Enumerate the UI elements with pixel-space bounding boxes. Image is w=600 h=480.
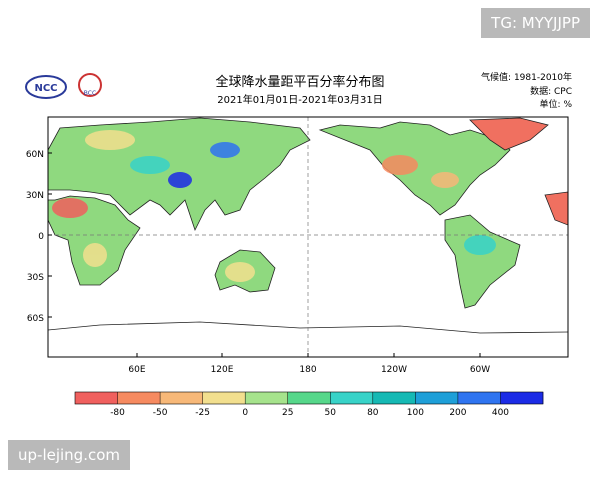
logo-ncc: NCC bbox=[25, 75, 67, 99]
colorbar-label: 100 bbox=[407, 408, 424, 418]
info: 气候值: 1981-2010年 bbox=[481, 71, 572, 83]
colorbar-label: -50 bbox=[153, 408, 168, 418]
info: 单位: % bbox=[540, 98, 573, 110]
watermark: up-lejing.com bbox=[8, 440, 131, 470]
logo-text: NCC bbox=[34, 83, 57, 94]
colorbar-segment bbox=[75, 392, 118, 404]
colorbar-label: 0 bbox=[242, 408, 248, 418]
colorbar-label: 80 bbox=[367, 408, 379, 418]
logo-bcc: BCC bbox=[78, 73, 102, 97]
colorbar-label: -25 bbox=[195, 408, 210, 418]
lat-label: 0 bbox=[38, 232, 44, 242]
watermark: TG: MYYJJPP bbox=[481, 8, 590, 38]
axes: 60N 30N 0 30S 60S 60E 120E 180 120W 60W bbox=[26, 150, 490, 375]
colorbar-segment bbox=[457, 392, 501, 404]
colorbar-segment bbox=[330, 392, 374, 404]
colorbar-segment bbox=[160, 392, 203, 404]
lat-label: 60N bbox=[26, 150, 44, 160]
colorbar-label: 50 bbox=[325, 408, 337, 418]
colorbar: -80 -50 -25 0 25 50 80 100 200 400 bbox=[74, 391, 544, 418]
colorbar-label: -80 bbox=[110, 408, 125, 418]
colorbar-segment bbox=[117, 392, 161, 404]
lon-label: 120E bbox=[211, 365, 234, 375]
colorbar-segment bbox=[372, 392, 416, 404]
lat-label: 30S bbox=[27, 273, 44, 283]
lon-label: 180 bbox=[299, 365, 316, 375]
colorbar-label: 400 bbox=[492, 408, 509, 418]
lat-label: 30N bbox=[26, 191, 44, 201]
info: 数据: CPC bbox=[530, 85, 572, 97]
lon-label: 120W bbox=[381, 365, 407, 375]
lat-label: 60S bbox=[27, 314, 44, 324]
colorbar-segment bbox=[245, 392, 289, 404]
lon-label: 60E bbox=[128, 365, 145, 375]
colorbar-frame bbox=[74, 391, 544, 405]
logo-text: BCC bbox=[84, 90, 96, 97]
subtitle: 2021年01月01日-2021年03月31日 bbox=[217, 93, 382, 106]
lon-label: 60W bbox=[470, 365, 490, 375]
colorbar-segment bbox=[415, 392, 459, 404]
colorbar-segment bbox=[202, 392, 246, 404]
colorbar-label: 200 bbox=[449, 408, 466, 418]
title: 全球降水量距平百分率分布图 bbox=[215, 74, 384, 90]
colorbar-segment bbox=[500, 392, 544, 404]
colorbar-label: 25 bbox=[282, 408, 293, 418]
map-area bbox=[48, 117, 568, 357]
colorbar-segment bbox=[287, 392, 331, 404]
